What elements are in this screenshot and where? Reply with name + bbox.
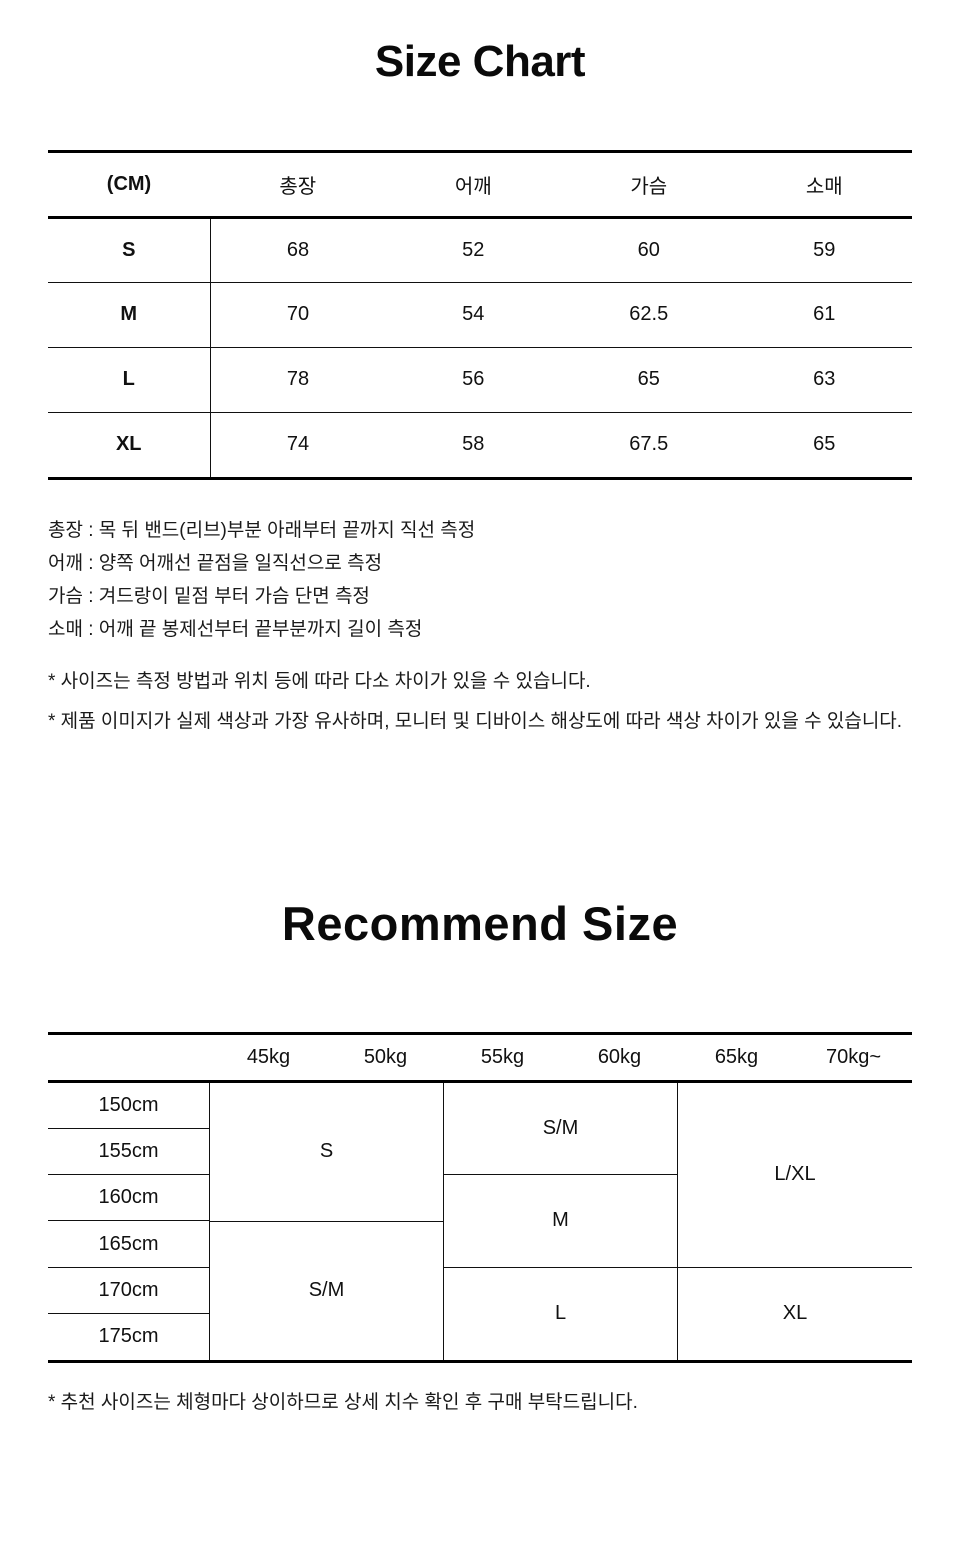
- table-row: XL 74 58 67.5 65: [48, 411, 912, 477]
- cell-sleeve: 65: [736, 411, 912, 477]
- row-size-label: M: [48, 281, 211, 347]
- size-block-s-m: S/M: [210, 1221, 444, 1360]
- column-header-sleeve: 소매: [736, 153, 912, 219]
- measurement-note-chest: 가슴 : 겨드랑이 밑점 부터 가슴 단면 측정: [48, 586, 370, 607]
- column-header-length: 총장: [210, 153, 386, 219]
- cell-sleeve: 59: [813, 238, 836, 261]
- size-block-s-m: S/M: [444, 1083, 678, 1176]
- cell-chest: 60: [637, 238, 660, 261]
- table-row: L 78 56 65 63: [48, 346, 912, 412]
- table-row: M 70 54 62.5 61: [48, 281, 912, 347]
- height-label-column: 150cm 155cm 160cm 165cm 170cm 175cm: [48, 1083, 210, 1360]
- measurement-note-sleeve: 소매 : 어깨 끝 봉제선부터 끝부분까지 길이 측정: [48, 619, 423, 640]
- height-label-170: 170cm: [48, 1268, 209, 1314]
- column-header-unit: (CM): [48, 153, 210, 219]
- size-block-xl: XL: [782, 1302, 808, 1325]
- cell-length: 70: [210, 281, 386, 347]
- page-title-size-chart: Size Chart: [374, 37, 586, 86]
- column-header-shoulder: 어깨: [385, 153, 561, 219]
- weight-header-55: 55kg: [480, 1046, 525, 1068]
- weight-header-45: 45kg: [246, 1046, 291, 1068]
- cell-length: 74: [210, 411, 386, 477]
- recommend-header-row: 45kg 50kg 55kg 60kg 65kg 70kg~: [48, 1035, 912, 1083]
- cell-chest: 65: [561, 346, 737, 412]
- height-label-165: 165cm: [48, 1221, 209, 1268]
- cell-shoulder: 56: [385, 346, 561, 412]
- height-label-150: 150cm: [48, 1083, 209, 1130]
- recommend-body: 150cm 155cm 160cm 165cm 170cm 175cm S S/M…: [48, 1083, 912, 1360]
- size-chart-table: (CM) 총장 어깨 가슴 소매 S 68 52 60 59 M 70 54 6…: [48, 150, 912, 480]
- cell-sleeve: 61: [736, 281, 912, 347]
- size-block-s: S: [210, 1083, 444, 1222]
- measurement-note-shoulder: 어깨 : 양쪽 어깨선 끝점을 일직선으로 측정: [48, 553, 383, 574]
- cell-shoulder: 54: [385, 281, 561, 347]
- weight-header-60: 60kg: [597, 1046, 642, 1068]
- weight-header-70: 70kg~: [825, 1046, 882, 1068]
- cell-shoulder: 58: [385, 411, 561, 477]
- cell-chest: 67.5: [561, 411, 737, 477]
- row-size-label: S: [48, 217, 211, 282]
- recommend-size-table: 45kg 50kg 55kg 60kg 65kg 70kg~ 150cm 155…: [48, 1032, 912, 1363]
- measurement-notes: 총장 : 목 뒤 밴드(리브)부분 아래부터 끝까지 직선 측정 어깨 : 양쪽…: [48, 514, 928, 646]
- height-label-160: 160cm: [48, 1175, 209, 1222]
- disclaimer-note-color: * 제품 이미지가 실제 색상과 가장 유사하며, 모니터 및 디바이스 해상도…: [48, 711, 903, 732]
- cell-sleeve: 63: [736, 346, 912, 412]
- table-row: S 68 52 60 59: [48, 217, 912, 282]
- size-block-l: L: [444, 1267, 678, 1360]
- weight-header-50: 50kg: [363, 1046, 408, 1068]
- cell-length: 78: [210, 346, 386, 412]
- row-size-label: XL: [48, 411, 211, 477]
- row-size-label: L: [48, 346, 211, 412]
- measurement-note-length: 총장 : 목 뒤 밴드(리브)부분 아래부터 끝까지 직선 측정: [48, 520, 476, 541]
- table-header-row: (CM) 총장 어깨 가슴 소매: [48, 153, 912, 219]
- page-title-recommend-size: Recommend Size: [281, 897, 679, 950]
- cell-shoulder: 52: [462, 238, 485, 261]
- column-header-chest: 가슴: [561, 153, 737, 219]
- disclaimer-notes: * 사이즈는 측정 방법과 위치 등에 따라 다소 차이가 있을 수 있습니다.…: [48, 662, 928, 742]
- cell-length: 68: [286, 238, 310, 261]
- size-block-area: S S/M L/XL M S/M L XL: [210, 1083, 912, 1360]
- recommend-size-note: * 추천 사이즈는 체형마다 상이하므로 상세 치수 확인 후 구매 부탁드립니…: [48, 1392, 638, 1413]
- height-label-175: 175cm: [98, 1325, 159, 1348]
- weight-header-65: 65kg: [714, 1046, 759, 1068]
- disclaimer-note-size: * 사이즈는 측정 방법과 위치 등에 따라 다소 차이가 있을 수 있습니다.: [48, 671, 591, 692]
- cell-chest: 62.5: [561, 281, 737, 347]
- size-block-l-xl: L/XL: [678, 1083, 912, 1268]
- height-label-155: 155cm: [48, 1129, 209, 1176]
- size-block-m: M: [444, 1175, 678, 1268]
